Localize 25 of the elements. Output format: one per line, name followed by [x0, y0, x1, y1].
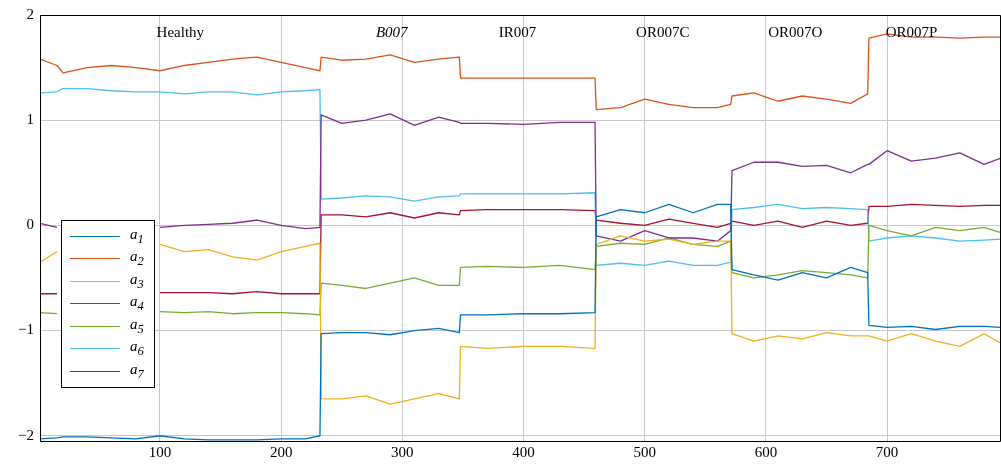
legend-label: a$_{6}$ — [130, 338, 144, 360]
annotation: IR007 — [498, 23, 537, 40]
y-tick-label: 2 — [26, 5, 34, 22]
y-tick-label: −1 — [18, 321, 34, 338]
legend-label: a$_{1}$ — [130, 225, 144, 247]
y-tick-label: 0 — [26, 216, 34, 233]
x-tick-label: 500 — [633, 443, 656, 460]
x-tick-label: 200 — [269, 443, 293, 460]
x-tick-label: 100 — [148, 443, 172, 460]
y-tick-label: −2 — [18, 426, 34, 443]
legend-label: a$_{4}$ — [130, 293, 144, 315]
annotation: OR007C — [636, 23, 690, 40]
x-tick-label: 300 — [391, 443, 414, 460]
y-tick-label: 1 — [26, 111, 34, 128]
annotation: B007 — [375, 23, 410, 40]
x-tick-label: 600 — [754, 443, 778, 460]
x-tick-label: 400 — [512, 443, 535, 460]
annotation: OR007O — [768, 23, 823, 40]
legend-label: a$_{5}$ — [130, 315, 144, 337]
annotation: OR007P — [885, 23, 938, 40]
x-tick-label: 700 — [875, 443, 899, 460]
legend-label: a$_{2}$ — [130, 248, 144, 270]
annotation: Healthy — [156, 23, 205, 40]
legend-label: a$_{3}$ — [130, 270, 144, 292]
legend-label: a$_{7}$ — [130, 360, 144, 382]
